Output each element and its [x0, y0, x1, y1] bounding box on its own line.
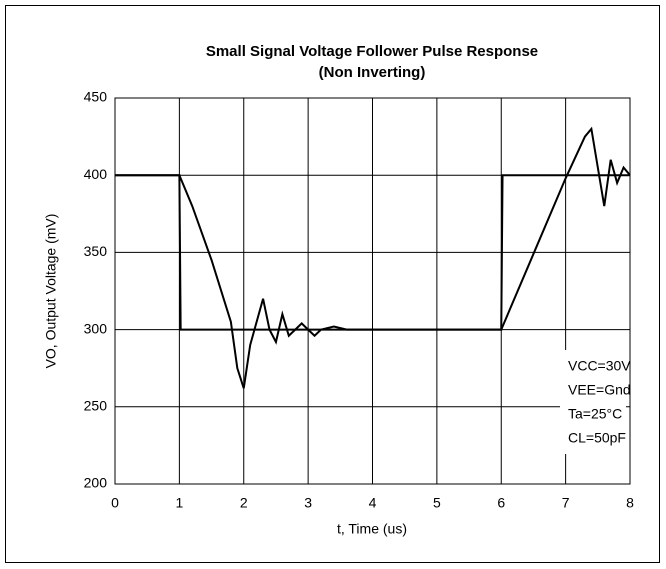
- annotation-box: [560, 350, 626, 454]
- x-tick-label: 1: [175, 495, 183, 511]
- x-tick-label: 8: [626, 495, 634, 511]
- y-axis-label: VO, Output Voltage (mV): [43, 214, 59, 369]
- plot-border: [114, 97, 631, 485]
- series-line: [115, 126, 631, 389]
- x-tick-label: 7: [562, 495, 570, 511]
- y-tick-label: 350: [84, 243, 108, 259]
- x-tick-label: 5: [433, 495, 441, 511]
- y-tick-label: 300: [84, 320, 108, 336]
- annotation: CL=50pF: [568, 430, 626, 446]
- annotation: Ta=25°C: [568, 406, 622, 422]
- y-tick-label: 400: [84, 166, 108, 182]
- y-tick-label: 250: [84, 398, 108, 414]
- x-tick-label: 3: [304, 495, 312, 511]
- chart-title: Small Signal Voltage Follower Pulse Resp…: [206, 43, 538, 60]
- x-axis-label: t, Time (us): [337, 521, 407, 537]
- annotation: VCC=30V: [568, 358, 631, 374]
- x-tick-label: 4: [369, 495, 377, 511]
- x-tick-label: 6: [497, 495, 505, 511]
- x-tick-label: 0: [111, 495, 119, 511]
- x-tick-label: 2: [240, 495, 248, 511]
- y-tick-label: 200: [84, 475, 108, 491]
- annotation: VEE=Gnd: [568, 382, 631, 398]
- y-tick-label: 450: [84, 89, 108, 105]
- chart-subtitle: (Non Inverting): [319, 64, 426, 81]
